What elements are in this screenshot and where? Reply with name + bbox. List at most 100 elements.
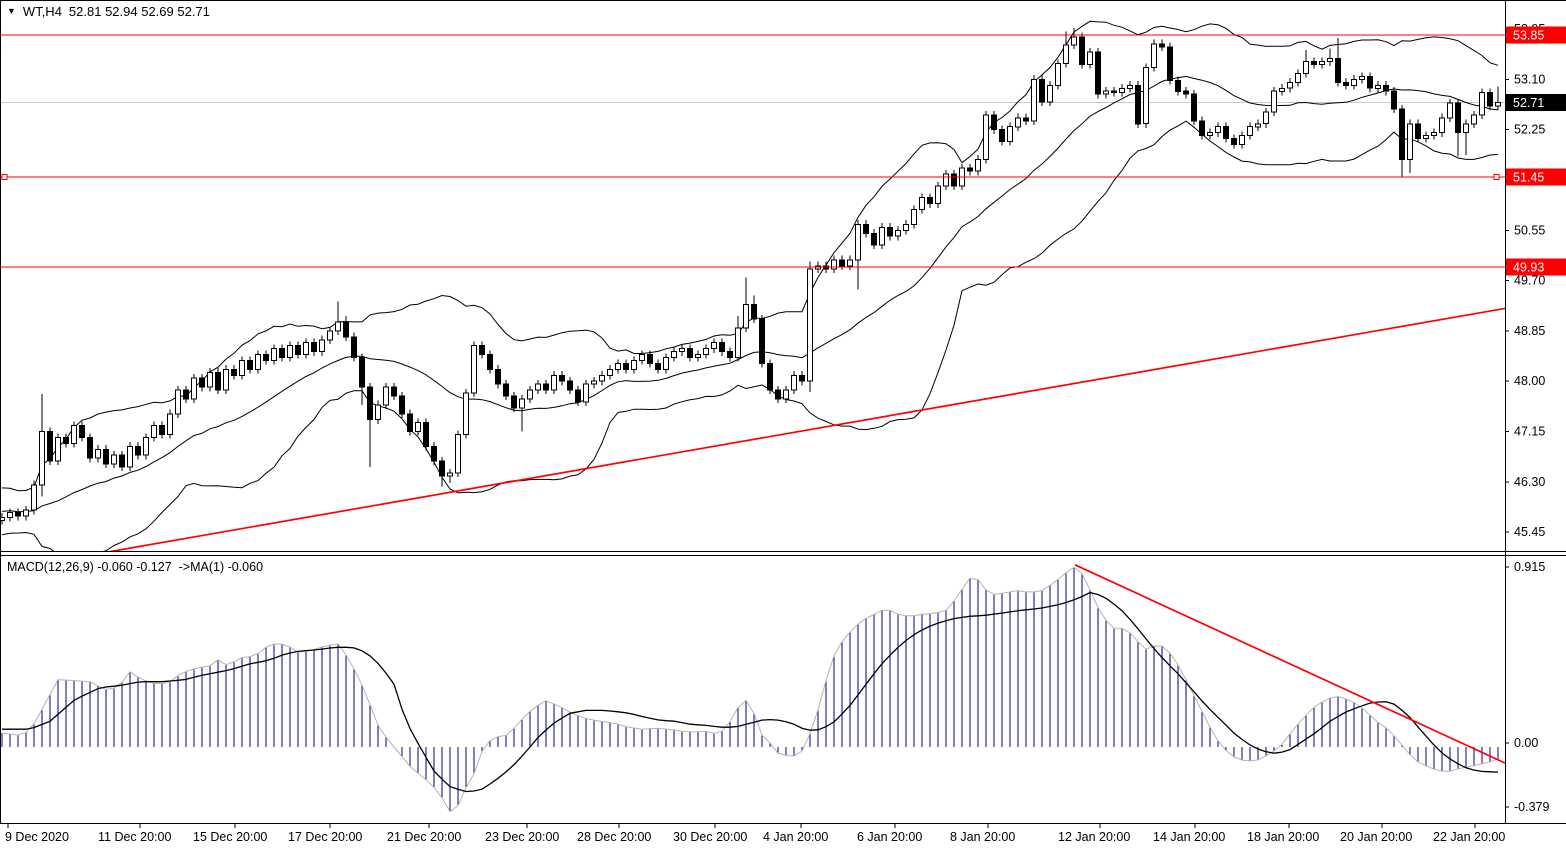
candle: [47, 431, 53, 462]
candle: [495, 368, 501, 385]
candle: [319, 339, 325, 353]
candle: [519, 398, 525, 409]
candle: [591, 380, 597, 385]
candle: [807, 268, 813, 382]
time-axis-label: 18 Jan 20:00: [1247, 830, 1319, 844]
candle: [583, 383, 589, 403]
main-panel[interactable]: [0, 20, 1505, 559]
candle: [511, 395, 517, 409]
candle: [895, 229, 901, 237]
candle: [1471, 114, 1477, 125]
price-axis-label: 49.70: [1514, 274, 1545, 288]
candle: [1327, 58, 1333, 63]
candle: [1287, 81, 1293, 89]
candle: [1087, 51, 1093, 66]
candle: [1295, 73, 1301, 83]
candle: [367, 386, 373, 421]
trendline-handle[interactable]: [1, 173, 8, 181]
candle: [527, 389, 533, 400]
candle: [863, 223, 869, 234]
candle: [63, 436, 69, 444]
candle: [703, 348, 709, 356]
candle: [1479, 91, 1485, 116]
candle: [759, 318, 765, 365]
candle: [1271, 90, 1277, 113]
price-axis-label: 48.00: [1514, 374, 1545, 388]
level-price-badge: [1506, 26, 1566, 44]
candle: [487, 354, 493, 370]
candle: [455, 434, 461, 474]
candle: [1079, 36, 1085, 66]
macd-axis-label: 0.915: [1514, 560, 1545, 574]
macd-panel[interactable]: [1, 564, 1505, 813]
candle: [31, 484, 37, 511]
time-axis-label: 28 Dec 20:00: [577, 830, 651, 844]
candle: [503, 383, 509, 397]
candle: [1487, 91, 1493, 107]
candle: [1399, 108, 1405, 160]
candle: [167, 413, 173, 435]
macd-indicator-label: MACD(12,26,9) -0.060 -0.127 ->MA(1) -0.0…: [7, 560, 264, 574]
candle: [303, 342, 309, 356]
candle: [247, 360, 253, 370]
candle: [311, 342, 317, 353]
ascending-trendline[interactable]: [109, 307, 1505, 551]
candle: [1215, 126, 1221, 134]
candle: [1439, 117, 1445, 134]
candle: [1015, 117, 1021, 128]
candle: [727, 351, 733, 359]
price-axis[interactable]: 53.9553.1052.2550.5549.7048.8548.0047.15…: [1505, 22, 1566, 814]
candle: [559, 374, 565, 382]
candle: [543, 383, 549, 391]
bollinger-middle-line: [1, 75, 1499, 513]
candle: [1423, 135, 1429, 140]
time-axis[interactable]: 9 Dec 2020 11 Dec 20:00 15 Dec 20:00 17 Dec…: [5, 824, 1505, 844]
candle: [535, 383, 541, 391]
candle: [1231, 138, 1237, 146]
ohlc-values: 52.81 52.94 52.69 52.71: [68, 4, 210, 19]
candle: [1431, 132, 1437, 137]
candle: [407, 413, 413, 433]
candle: [383, 386, 389, 406]
time-axis-label: 21 Dec 20:00: [387, 830, 461, 844]
trendline-handle[interactable]: [1493, 173, 1500, 181]
time-axis-label: 30 Dec 20:00: [673, 830, 747, 844]
candle: [1103, 90, 1109, 95]
candle: [903, 223, 909, 231]
candle: [1383, 84, 1389, 92]
candle: [615, 362, 621, 370]
candle: [1311, 61, 1317, 66]
candle: [231, 368, 237, 376]
candle: [255, 354, 261, 370]
candle: [775, 389, 781, 400]
candle: [799, 374, 805, 382]
time-axis-label: 22 Jan 20:00: [1433, 830, 1505, 844]
candle: [215, 371, 221, 391]
candle: [551, 374, 557, 391]
time-axis-label: 20 Jan 20:00: [1340, 830, 1412, 844]
candle: [1071, 36, 1077, 46]
candle: [183, 389, 189, 400]
candle: [919, 197, 925, 210]
candle: [1127, 84, 1133, 89]
descending-trendline[interactable]: [1074, 564, 1505, 764]
candle: [1175, 80, 1181, 92]
candle: [1359, 75, 1365, 80]
candle: [71, 425, 77, 444]
candle: [327, 330, 333, 341]
candle: [647, 354, 653, 365]
candle: [1351, 78, 1357, 86]
candle: [0, 516, 5, 521]
candle: [1167, 46, 1173, 81]
candle: [1135, 84, 1141, 125]
candle: [767, 362, 773, 391]
macd-signal-line: [2, 591, 1499, 793]
time-axis-label: 9 Dec 2020: [5, 830, 69, 844]
candle: [599, 374, 605, 382]
candle: [1463, 123, 1469, 134]
candle: [447, 472, 453, 477]
candle: [951, 173, 957, 187]
candle: [335, 321, 341, 332]
candle: [199, 377, 205, 388]
